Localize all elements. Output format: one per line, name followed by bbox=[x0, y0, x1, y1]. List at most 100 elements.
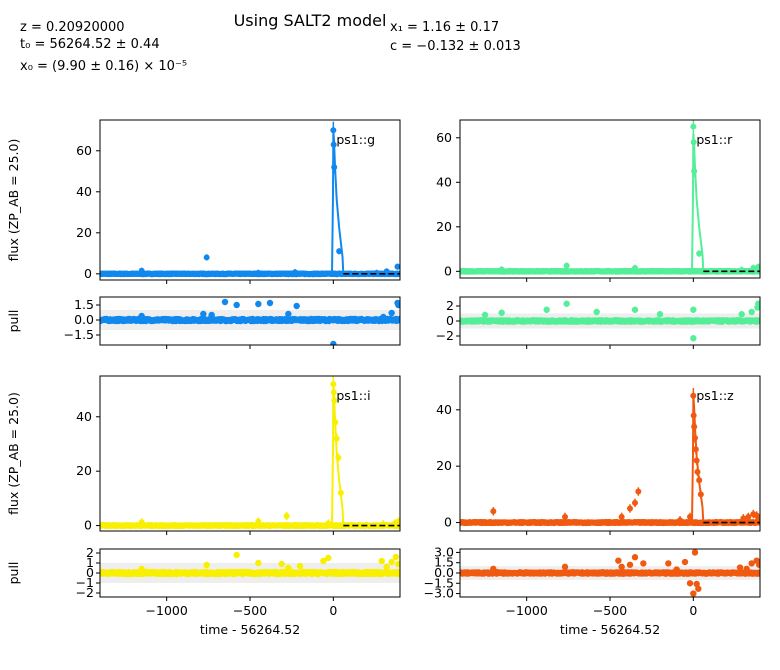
param-t0: t₀ = 56264.52 ± 0.44 bbox=[20, 37, 160, 52]
y-tick-label: 0 bbox=[444, 263, 452, 278]
model-curve bbox=[100, 384, 345, 527]
pull-point bbox=[278, 560, 285, 568]
x-axis-label: time - 56264.52 bbox=[200, 622, 300, 637]
pull-point bbox=[293, 302, 300, 310]
data-point bbox=[563, 262, 570, 269]
model-curve bbox=[100, 130, 345, 275]
pull-point bbox=[266, 299, 274, 307]
pull-point bbox=[233, 301, 240, 309]
pull-point bbox=[388, 558, 395, 566]
pull-y-tick-label: −1.5 bbox=[64, 327, 94, 342]
pull-point bbox=[397, 570, 400, 577]
pull-point bbox=[755, 300, 760, 307]
x-tick-label: −500 bbox=[233, 603, 267, 618]
model-curve bbox=[460, 395, 705, 524]
y-tick-label: 0 bbox=[84, 266, 92, 281]
pull-y-tick-label: −1 bbox=[76, 575, 94, 590]
y-tick-label: 40 bbox=[76, 184, 92, 199]
param-c: c = −0.132 ± 0.013 bbox=[390, 39, 521, 54]
plot-area bbox=[100, 376, 400, 530]
pull-point bbox=[481, 311, 489, 319]
plot-area bbox=[100, 121, 400, 278]
pull-y-tick-label: 0 bbox=[446, 313, 454, 328]
data-point bbox=[255, 518, 262, 525]
data-point bbox=[745, 513, 752, 520]
data-point bbox=[740, 515, 747, 522]
x-tick-label: 0 bbox=[329, 603, 337, 618]
pull-point bbox=[738, 311, 745, 318]
x-tick-label: −1000 bbox=[146, 603, 188, 618]
y-tick-label: 20 bbox=[76, 463, 92, 478]
band-label: ps1::i bbox=[336, 388, 370, 403]
y-axis-label: flux (ZP_AB = 25.0) bbox=[6, 392, 21, 515]
pull-point bbox=[285, 310, 292, 318]
y-tick-label: 40 bbox=[76, 409, 92, 424]
pull-y-tick-label: −2 bbox=[436, 328, 454, 343]
pull-point bbox=[380, 313, 387, 321]
pull-point bbox=[543, 306, 550, 313]
y-tick-label: 20 bbox=[76, 225, 92, 240]
pull-y-tick-label: 2 bbox=[446, 298, 454, 313]
pull-plot-area bbox=[100, 298, 400, 345]
data-point bbox=[395, 518, 400, 525]
pull-y-tick-label: 2 bbox=[86, 545, 94, 560]
data-point bbox=[138, 519, 145, 526]
pull-point bbox=[593, 308, 600, 316]
pull-plot-area bbox=[460, 549, 760, 597]
data-point bbox=[635, 488, 642, 495]
pull-point bbox=[631, 306, 639, 313]
y-tick-label: 0 bbox=[444, 515, 452, 530]
pull-point bbox=[656, 311, 664, 318]
data-point bbox=[696, 250, 703, 257]
pull-point bbox=[325, 554, 332, 562]
data-point bbox=[755, 515, 760, 522]
pull-point bbox=[757, 318, 760, 325]
y-tick-label: 20 bbox=[436, 458, 452, 473]
pull-y-tick-label: 1.5 bbox=[74, 297, 94, 312]
data-point bbox=[336, 248, 343, 255]
data-point bbox=[283, 513, 290, 520]
pull-point bbox=[200, 310, 207, 318]
pull-point bbox=[255, 300, 262, 308]
band-label: ps1::g bbox=[336, 132, 375, 147]
data-point bbox=[138, 267, 145, 274]
pull-point bbox=[383, 563, 390, 571]
pull-point bbox=[397, 315, 400, 322]
band-label: ps1::z bbox=[696, 388, 734, 403]
param-x0: x₀ = (9.90 ± 0.16) × 10⁻⁵ bbox=[20, 59, 187, 74]
pull-point bbox=[378, 557, 385, 565]
data-point bbox=[490, 508, 497, 515]
band-label: ps1::r bbox=[696, 132, 733, 147]
pull-axis-label: pull bbox=[6, 310, 21, 333]
pull-point bbox=[233, 551, 240, 559]
pull-point bbox=[690, 306, 697, 313]
y-tick-label: 60 bbox=[76, 143, 92, 158]
data-point bbox=[632, 264, 638, 271]
y-tick-label: 40 bbox=[436, 402, 452, 417]
pull-point bbox=[690, 335, 697, 342]
data-point bbox=[755, 263, 760, 270]
pull-point bbox=[498, 309, 505, 316]
pull-point bbox=[395, 301, 400, 309]
model-curve bbox=[460, 133, 705, 273]
data-point bbox=[383, 268, 390, 275]
pull-point bbox=[330, 340, 337, 345]
pull-y-tick-label: 0 bbox=[86, 565, 94, 580]
data-point bbox=[562, 513, 568, 520]
data-point bbox=[627, 505, 633, 512]
pull-point bbox=[296, 562, 304, 570]
figure-title: Using SALT2 model bbox=[234, 11, 387, 30]
plot-area bbox=[460, 120, 760, 275]
pull-y-tick-label: 0.0 bbox=[74, 312, 94, 327]
pull-y-tick-label: −2 bbox=[76, 585, 94, 600]
data-point bbox=[255, 269, 262, 276]
plot-area bbox=[460, 388, 760, 527]
data-point bbox=[618, 513, 625, 520]
data-point bbox=[203, 254, 210, 261]
pull-point bbox=[255, 559, 262, 567]
pull-point bbox=[138, 312, 145, 320]
pull-y-tick-label: 1 bbox=[86, 555, 94, 570]
